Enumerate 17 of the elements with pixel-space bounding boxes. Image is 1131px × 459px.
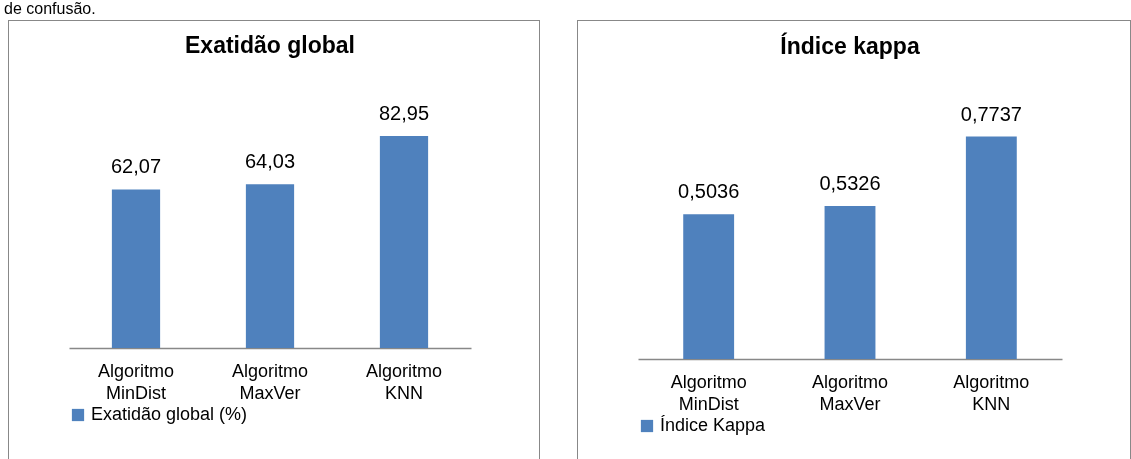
chart-title: Índice kappa: [780, 31, 920, 59]
data-label: 0,5326: [819, 171, 881, 194]
data-label: 64,03: [244, 150, 296, 173]
text: de confusão.: [4, 0, 96, 18]
x-tick-label: Algoritmo MaxVer: [231, 360, 309, 403]
chart-title: Exatidão global: [185, 32, 355, 59]
x-tick-label: Algoritmo KNN: [953, 371, 1030, 414]
legend-label: Exatidão global (%): [91, 404, 248, 424]
data-label: 0,7737: [960, 102, 1022, 125]
x-tick-label: Algoritmo MinDist: [97, 360, 175, 403]
x-tick-label: Algoritmo KNN: [365, 360, 443, 403]
x-tick-label: Algoritmo MaxVer: [811, 371, 889, 414]
legend-label: Índice Kappa: [660, 415, 767, 435]
data-label: 82,95: [378, 102, 430, 125]
x-tick-label: Algoritmo MinDist: [670, 371, 747, 414]
data-label: 62,07: [110, 155, 162, 178]
data-label: 0,5036: [678, 180, 740, 203]
